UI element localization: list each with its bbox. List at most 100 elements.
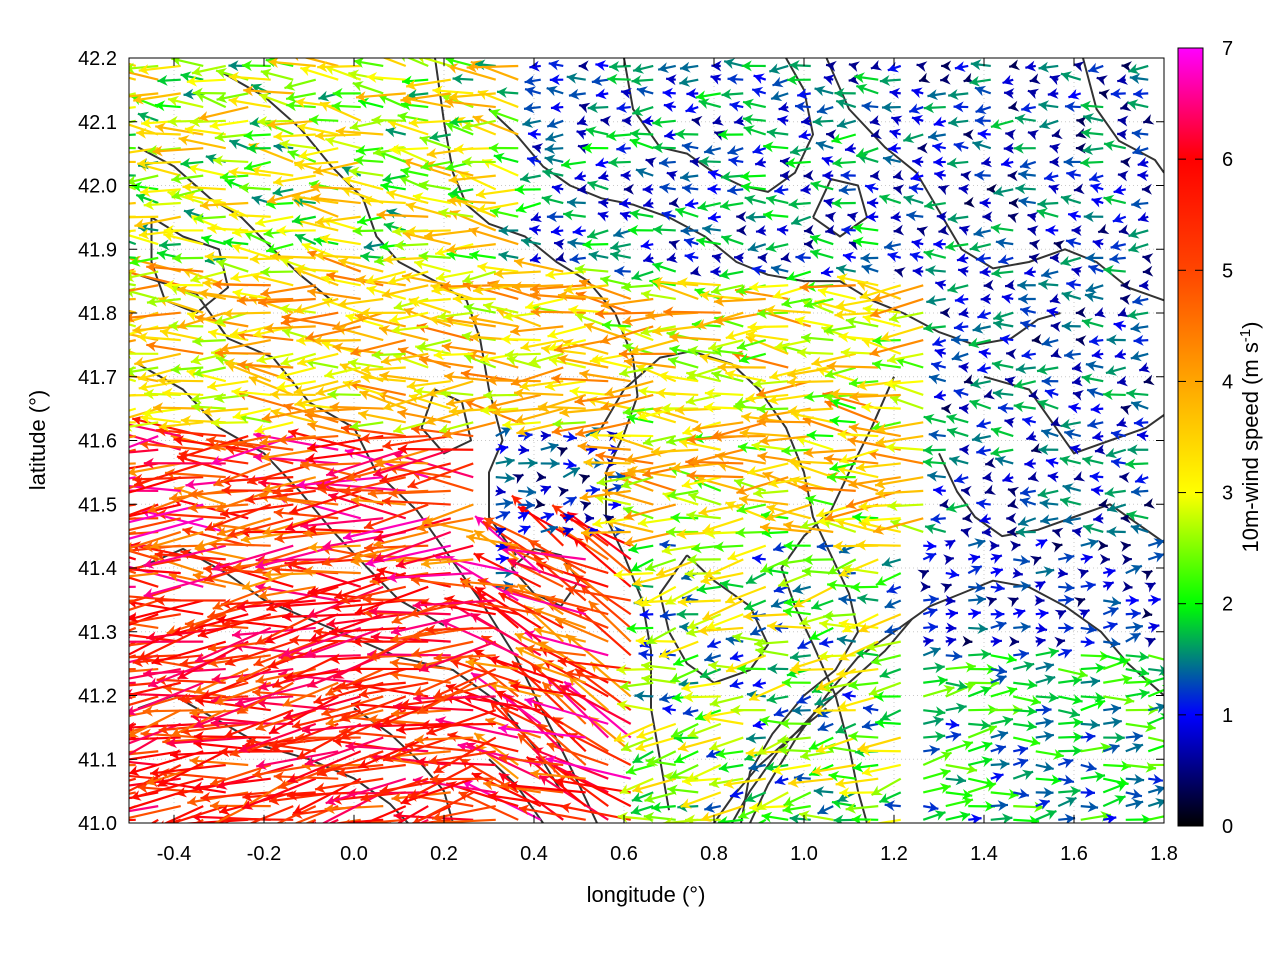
wind-arrow — [753, 487, 789, 499]
wind-arrow — [623, 530, 676, 547]
wind-arrow-head — [663, 817, 673, 823]
wind-arrow — [729, 650, 744, 662]
wind-arrow-head — [1063, 552, 1075, 564]
wind-arrow — [129, 777, 137, 782]
wind-arrow-shaft — [164, 471, 226, 479]
wind-arrow-shaft — [545, 757, 632, 780]
wind-arrow-head — [991, 636, 1002, 647]
wind-arrow-head — [764, 565, 775, 577]
wind-arrow-head — [868, 685, 881, 697]
wind-arrow-head — [961, 789, 973, 800]
wind-arrow — [855, 461, 901, 473]
wind-arrow-head — [304, 647, 316, 659]
wind-arrow — [327, 388, 361, 400]
wind-arrow-head — [489, 655, 501, 667]
wind-arrow-head — [1106, 447, 1118, 459]
wind-arrow — [1080, 676, 1101, 688]
wind-arrow — [576, 607, 632, 657]
wind-arrow — [976, 418, 992, 429]
wind-arrow-head — [146, 775, 158, 786]
wind-arrow-head — [735, 527, 746, 539]
wind-arrow — [979, 513, 992, 524]
wind-arrow-shaft — [209, 763, 272, 786]
wind-arrow — [628, 543, 654, 554]
wind-arrow-head — [778, 577, 790, 588]
wind-arrow-head — [1140, 570, 1153, 581]
wind-arrow-head — [1007, 597, 1019, 608]
wind-arrow-head — [488, 791, 499, 803]
wind-arrow-shaft — [382, 393, 429, 410]
wind-arrow-head — [625, 466, 636, 478]
wind-arrow-shaft — [306, 407, 361, 414]
wind-arrow-shaft — [313, 629, 384, 643]
wind-arrow-shaft — [350, 702, 429, 712]
wind-arrow — [792, 583, 812, 595]
wind-arrow-shaft — [712, 434, 766, 438]
wind-arrow-head — [604, 386, 616, 398]
wind-arrow-head — [270, 389, 281, 400]
wind-arrow-head — [671, 462, 683, 473]
wind-arrow — [307, 572, 384, 597]
wind-arrow-head — [922, 457, 934, 468]
wind-arrow — [651, 801, 676, 813]
wind-arrow — [949, 455, 969, 467]
wind-arrow-shaft — [261, 407, 316, 421]
wind-arrow-shaft — [748, 681, 789, 701]
wind-arrow-head — [193, 731, 204, 742]
wind-arrow-head — [342, 484, 354, 496]
wind-arrow-head — [276, 369, 288, 381]
wind-arrow-head — [543, 660, 555, 671]
wind-arrow-head — [317, 766, 329, 777]
wind-arrow-shaft — [379, 373, 429, 383]
wind-arrow-head — [335, 827, 346, 837]
wind-arrow-shaft — [746, 462, 789, 475]
wind-arrow — [411, 424, 474, 438]
wind-arrow — [551, 421, 609, 437]
wind-arrow-head — [886, 583, 898, 594]
wind-arrow — [619, 777, 654, 795]
wind-arrow-head — [835, 777, 847, 789]
wind-arrow — [704, 652, 722, 663]
wind-arrow-head — [239, 742, 251, 754]
wind-arrow-head — [370, 631, 382, 643]
wind-arrow-head — [879, 668, 891, 679]
wind-arrow-head — [656, 387, 667, 399]
wind-arrow-shaft — [1147, 688, 1164, 698]
wind-arrow — [129, 633, 181, 643]
wind-arrow-head — [473, 649, 485, 660]
wind-arrow-head — [1107, 502, 1119, 513]
wind-arrow-shaft — [129, 599, 204, 621]
wind-arrow-shaft — [1148, 815, 1164, 821]
wind-arrow — [1147, 798, 1164, 809]
wind-arrow-shaft — [425, 626, 496, 632]
wind-arrow-head — [310, 819, 316, 823]
wind-arrow-shaft — [429, 777, 496, 781]
wind-arrow-shaft — [363, 805, 407, 823]
wind-arrow — [495, 443, 509, 455]
wind-arrow-head — [1131, 743, 1143, 754]
wind-arrow-head — [675, 404, 686, 416]
wind-arrow-head — [1035, 539, 1048, 550]
wind-arrow-head — [783, 520, 794, 532]
wind-arrow-head — [66, 746, 77, 756]
wind-arrow — [483, 389, 519, 401]
wind-arrow-shaft — [212, 585, 272, 610]
wind-arrow-head — [189, 755, 200, 767]
wind-arrow-head — [699, 353, 711, 364]
wind-arrow-head — [661, 544, 673, 556]
wind-arrow-shaft — [426, 709, 497, 735]
wind-arrow — [967, 553, 981, 565]
wind-arrow-head — [635, 635, 646, 647]
wind-arrow-shaft — [213, 462, 272, 487]
wind-arrow — [142, 705, 204, 717]
wind-arrow-head — [687, 554, 698, 566]
wind-arrow-head — [416, 756, 427, 768]
wind-arrow — [677, 596, 721, 608]
wind-arrow-head — [501, 707, 513, 717]
wind-arrow-shaft — [826, 364, 879, 369]
wind-arrow-head — [875, 436, 887, 448]
wind-arrow-shaft — [363, 598, 429, 602]
wind-arrow-head — [1041, 375, 1052, 387]
wind-arrow-head — [354, 604, 367, 616]
wind-arrow-head — [1084, 636, 1095, 648]
